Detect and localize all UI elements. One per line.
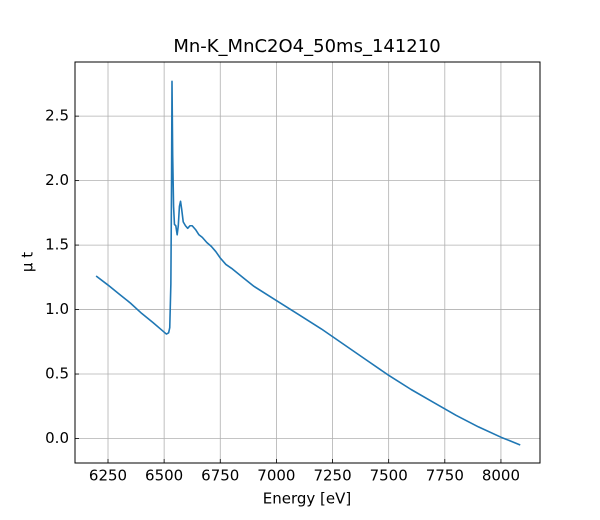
y-tick-label: 0.5: [45, 365, 69, 383]
y-tick-label: 1.0: [45, 300, 69, 318]
data-line: [95, 80, 521, 446]
x-tick-label: 6750: [201, 467, 239, 485]
x-tick-label: 8000: [482, 467, 520, 485]
y-axis-label: μ t: [19, 252, 37, 272]
x-tick-label: 6500: [145, 467, 183, 485]
chart-title: Mn-K_MnC2O4_50ms_141210: [173, 36, 440, 57]
x-tick-label: 7250: [313, 467, 351, 485]
y-tick-label: 0.0: [45, 429, 69, 447]
x-tick-label: 7500: [370, 467, 408, 485]
x-tick-label: 7000: [257, 467, 295, 485]
y-tick-label: 2.5: [45, 107, 69, 125]
plot-frame: [74, 61, 541, 464]
x-tick-label: 7750: [426, 467, 464, 485]
y-tick-label: 2.0: [45, 171, 69, 189]
y-tick-label: 1.5: [45, 236, 69, 254]
x-axis-label: Energy [eV]: [263, 490, 351, 508]
x-tick-label: 6250: [89, 467, 127, 485]
